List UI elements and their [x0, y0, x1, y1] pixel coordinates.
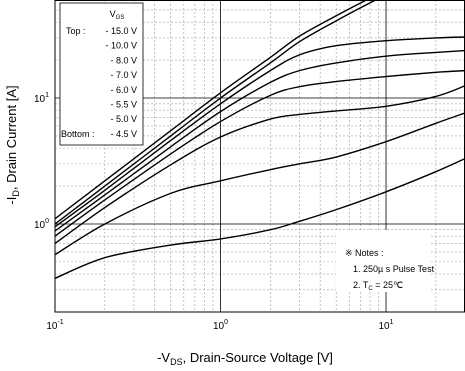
- y-tick-labels: 100 101: [34, 92, 49, 231]
- legend-entry: - 6.0 V: [110, 85, 137, 95]
- series-line-3: [55, 36, 465, 228]
- x-axis-title: -VDS, Drain-Source Voltage [V]: [157, 350, 333, 367]
- legend-entry: - 10.0 V: [105, 41, 137, 51]
- x-tick-labels: 10-1 100 101: [46, 319, 393, 332]
- y-tick-label: 101: [34, 92, 49, 105]
- legend-header: VGS: [110, 9, 125, 21]
- legend-bottom-label: Bottom :: [61, 129, 95, 139]
- series-line-7: [55, 112, 465, 256]
- legend-entry: - 15.0 V: [105, 26, 137, 36]
- legend-entry: - 5.5 V: [110, 100, 137, 110]
- x-tick-label: 10-1: [46, 319, 63, 332]
- series-layer: [55, 0, 465, 279]
- legend-box: [59, 2, 144, 146]
- legend-entry: - 4.5 V: [110, 129, 137, 139]
- legend-entry: - 5.0 V: [110, 114, 137, 124]
- series-line-2: [55, 0, 377, 225]
- series-line-1: [55, 0, 368, 220]
- legend-entry: - 7.0 V: [110, 70, 137, 80]
- x-tick-label: 100: [213, 319, 228, 332]
- y-axis-title: -ID, Drain Current [A]: [4, 85, 21, 204]
- series-line-5: [55, 69, 465, 237]
- legend: VGS Top : Bottom : - 15.0 V - 10.0 V - 8.0…: [59, 2, 144, 146]
- legend-entry: - 8.0 V: [110, 55, 137, 65]
- series-line-6: [55, 85, 465, 245]
- notes-line-2: 2. TC = 25℃: [353, 280, 403, 292]
- y-tick-label: 100: [34, 218, 49, 231]
- legend-entries: - 15.0 V - 10.0 V - 8.0 V - 7.0 V - 6.0 V - 5…: [105, 26, 137, 139]
- notes-box: ※ Notes : 1. 250µ s Pulse Test 2. TC = 2…: [336, 230, 435, 292]
- x-tick-label: 101: [379, 319, 394, 332]
- notes-background: [336, 230, 430, 292]
- legend-top-label: Top :: [66, 26, 86, 36]
- series-line-4: [55, 49, 465, 232]
- series-line-8: [55, 158, 465, 279]
- notes-line-1: 1. 250µ s Pulse Test: [353, 264, 435, 274]
- notes-title: ※ Notes :: [345, 248, 384, 258]
